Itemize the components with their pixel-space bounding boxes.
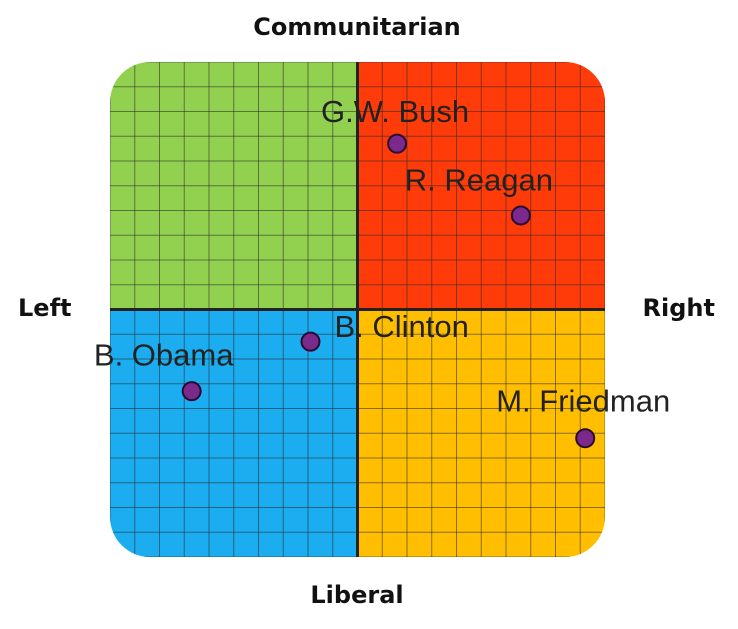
plot-area xyxy=(110,62,605,557)
right-axis-title: Right xyxy=(643,294,715,322)
top-axis-title: Communitarian xyxy=(253,13,461,41)
point-label: R. Reagan xyxy=(405,163,553,198)
data-point xyxy=(575,428,596,449)
data-point xyxy=(387,133,408,154)
point-label: M. Friedman xyxy=(496,383,670,418)
data-point xyxy=(181,381,202,402)
point-label: B. Obama xyxy=(94,337,234,372)
left-axis-title: Left xyxy=(18,294,71,322)
point-label: B. Clinton xyxy=(334,309,468,344)
bottom-axis-title: Liberal xyxy=(310,581,403,609)
data-point xyxy=(510,205,531,226)
point-label: G.W. Bush xyxy=(321,94,469,129)
data-point xyxy=(300,331,321,352)
